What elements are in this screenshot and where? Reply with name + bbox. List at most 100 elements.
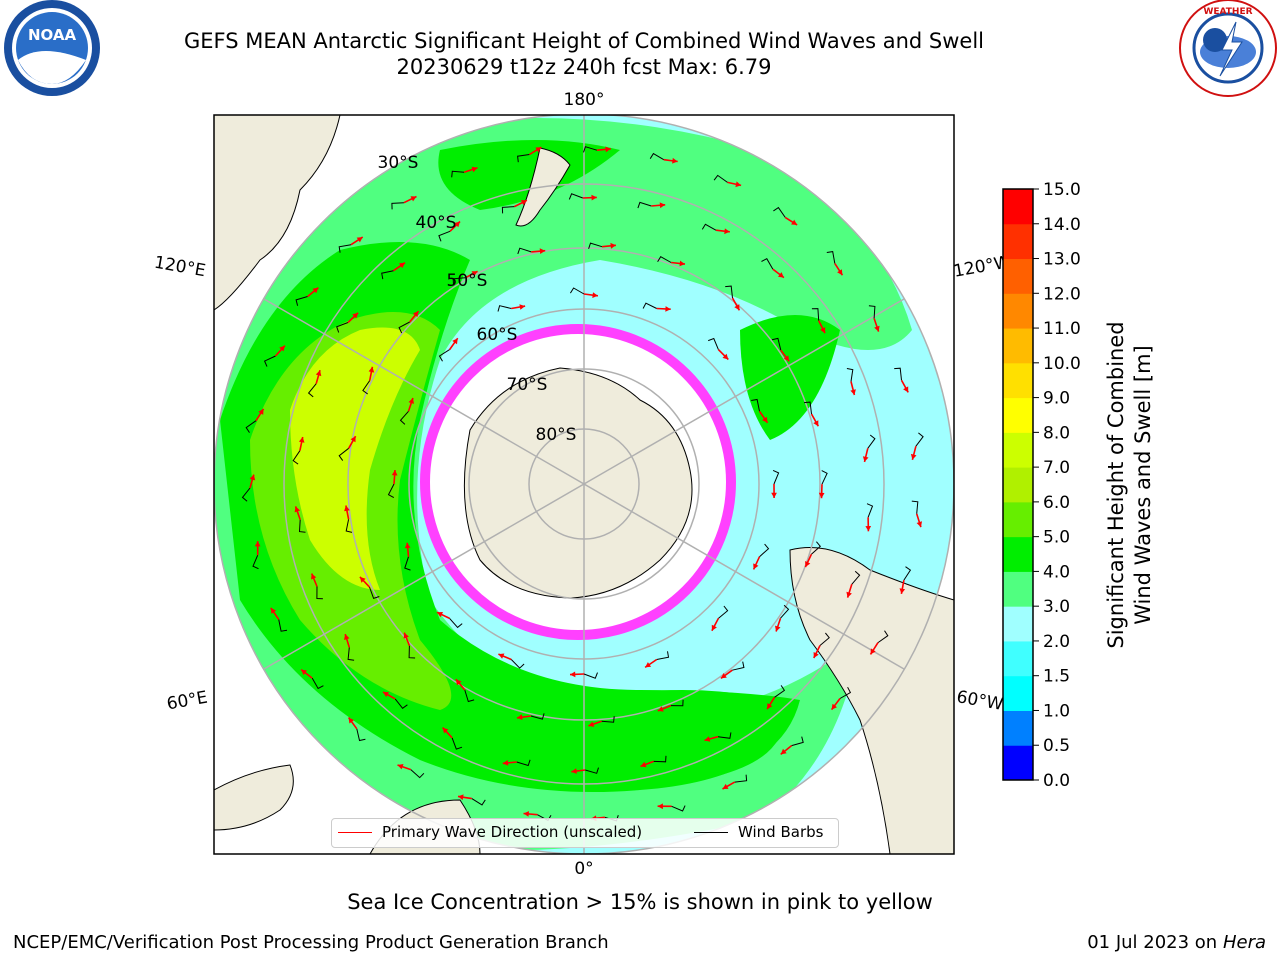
wave-arrow-head <box>679 260 685 267</box>
colorbar-segment <box>1003 432 1033 468</box>
colorbar-segment <box>1003 745 1033 781</box>
wave-arrow-head <box>771 492 777 498</box>
wind-barb <box>718 605 729 619</box>
wave-arrow-head <box>665 306 671 312</box>
madagascar-land <box>214 764 294 831</box>
wind-barb <box>517 247 532 255</box>
colorbar-segment <box>1003 536 1033 572</box>
lon-label-60e: 60°E <box>165 688 209 715</box>
wave-arrow-head <box>762 416 768 423</box>
wind-barb <box>449 618 463 629</box>
sea-ice-note: Sea Ice Concentration > 15% is shown in … <box>347 890 933 914</box>
colorbar-segment <box>1003 189 1033 225</box>
wave-arrow-head <box>571 768 577 774</box>
wind-barb <box>732 661 745 671</box>
colorbar-tick-label: 9.0 <box>1043 389 1070 409</box>
wave-arrow-head <box>874 325 880 332</box>
wave-arrow-head <box>471 271 478 277</box>
colorbar: 0.0 0.5 1.0 1.5 2.0 3.0 4.0 5.0 6.0 7.0 8.0 9.0 10.0… <box>1002 180 1081 791</box>
wave-arrow-head <box>720 673 727 679</box>
colorbar-tick-label: 14.0 <box>1043 215 1081 235</box>
wind-barb <box>438 230 451 242</box>
colorbar-tick-label: 12.0 <box>1043 284 1081 304</box>
wave-arrow-head <box>672 157 678 164</box>
wind-barb <box>819 632 830 646</box>
footer-branch: NCEP/EMC/Verification Post Processing Pr… <box>13 932 609 953</box>
wind-barb <box>464 689 475 703</box>
wind-barb <box>451 170 465 178</box>
wind-barb <box>517 154 530 163</box>
wind-barb <box>851 570 861 585</box>
wave-arrow-head <box>298 437 305 443</box>
wind-barb <box>671 805 686 812</box>
wave-arrow-head <box>471 166 478 173</box>
wind-barb <box>734 774 748 783</box>
footer-date: 01 Jul 2023 on Hera <box>1087 932 1266 953</box>
colorbar-segment <box>1003 258 1033 294</box>
wind-barb <box>804 401 812 415</box>
wave-arrow-head <box>711 624 717 631</box>
legend-label-barb: Wind Barbs <box>738 823 824 841</box>
wind-barb <box>773 206 786 218</box>
wind-barb <box>568 193 583 200</box>
wave-arrow-head <box>413 311 419 317</box>
footer-date-text: 01 Jul 2023 on <box>1087 932 1218 953</box>
wind-barb <box>780 604 790 619</box>
wave-arrow-head <box>352 312 359 319</box>
wave-arrow-head <box>535 147 542 153</box>
colorbar-tick-label: 5.0 <box>1043 528 1070 548</box>
title-line-1: GEFS MEAN Antarctic Significant Height o… <box>183 29 985 53</box>
wave-arrow-head <box>605 146 611 153</box>
wind-barb <box>410 769 425 779</box>
wave-arrow-head <box>767 703 773 710</box>
wave-arrow-head <box>442 727 449 734</box>
wave-arrow-head <box>657 803 663 810</box>
wave-arrow-head <box>312 287 319 294</box>
wind-barb <box>338 244 352 253</box>
colorbar-tick-label: 15.0 <box>1043 180 1081 200</box>
wave-arrow-head <box>410 196 417 202</box>
wind-barb <box>399 410 409 425</box>
wind-barb <box>751 398 760 412</box>
wave-arrow-head <box>820 327 826 334</box>
wave-arrow-head <box>498 653 505 659</box>
wind-barb <box>398 321 410 334</box>
wind-barb <box>656 651 670 660</box>
wave-arrow-head <box>837 269 843 276</box>
wave-arrow-head <box>301 669 307 676</box>
wave-arrow-head <box>783 355 790 362</box>
wind-barb <box>601 716 615 723</box>
wind-barb <box>497 305 512 312</box>
colorbar-tick-label: 2.0 <box>1043 632 1070 652</box>
wave-arrow-head <box>791 219 798 225</box>
wave-arrow-head <box>502 760 509 766</box>
wave-arrow-head <box>778 272 784 278</box>
wave-arrow-head <box>311 573 317 580</box>
wave-arrow-head <box>520 200 527 206</box>
wind-barb <box>701 223 717 231</box>
wave-arrow-head <box>916 521 922 528</box>
wind-barb <box>356 728 366 742</box>
lat-label-40s: 40°S <box>416 213 457 233</box>
colorbar-segment <box>1003 362 1033 399</box>
wave-arrow-head <box>903 386 909 393</box>
lon-label-60w: 60°W <box>955 687 1005 715</box>
wind-barb <box>821 470 828 485</box>
wind-barb <box>585 767 599 774</box>
map-frame <box>213 114 955 855</box>
wave-arrow-head <box>724 228 730 235</box>
wave-arrow-head <box>458 794 464 801</box>
wind-barb <box>452 277 466 285</box>
wave-arrow-head <box>294 506 301 513</box>
wind-barb <box>761 258 774 270</box>
wave-arrow-head <box>899 588 906 594</box>
wind-barb <box>501 206 515 214</box>
wind-barb <box>387 483 395 499</box>
legend-item-wave: Primary Wave Direction (unscaled) <box>338 823 642 841</box>
wind-barb <box>911 500 919 514</box>
nws-logo: WEATHER <box>1179 0 1277 97</box>
wind-barb <box>438 349 450 362</box>
wind-barb <box>241 487 251 502</box>
wave-arrow-head <box>258 408 264 415</box>
colorbar-tick-label: 13.0 <box>1043 250 1081 270</box>
